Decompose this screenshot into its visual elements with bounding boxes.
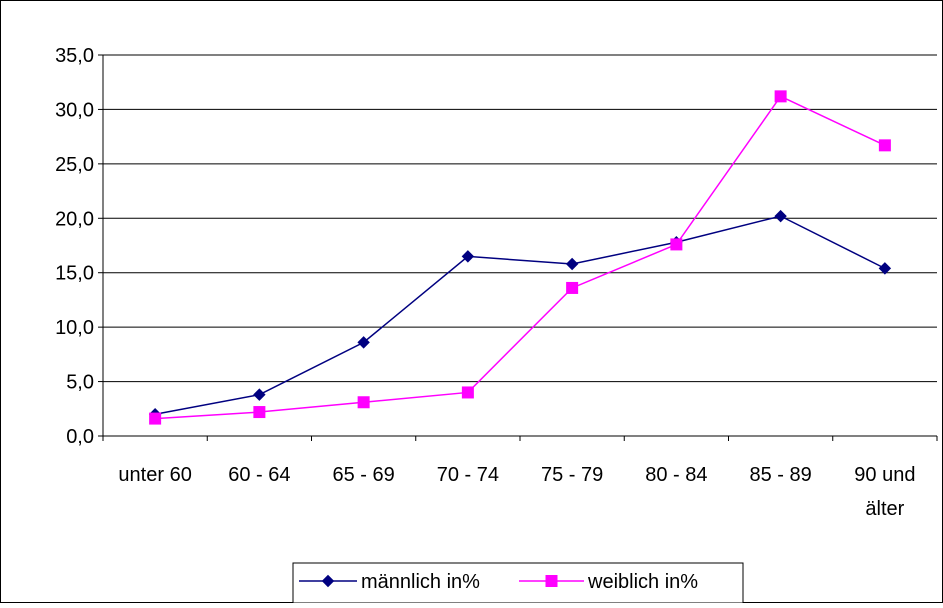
- y-axis-tick-labels: 0,0 5,0 10,0 15,0 20,0 25,0 30,0 35,0: [55, 45, 94, 448]
- data-point: [461, 250, 475, 263]
- series-line: [154, 215, 886, 415]
- legend-label: weiblich in%: [587, 571, 698, 593]
- y-axis-tick-label: 10,0: [55, 317, 94, 339]
- x-axis-tick-label: 80 - 84: [645, 464, 707, 486]
- x-axis-tick-label: 65 - 69: [332, 464, 394, 486]
- y-axis-tick-label: 15,0: [55, 263, 94, 285]
- data-point: [566, 281, 579, 294]
- y-axis-tick-label: 35,0: [55, 45, 94, 67]
- legend-box: [292, 562, 744, 604]
- data-point: [670, 238, 683, 251]
- legend-marker: [545, 575, 558, 587]
- y-axis-tick-label: 30,0: [55, 99, 94, 121]
- y-axis-tick-label: 25,0: [55, 154, 94, 176]
- legend-entry: männlich in%: [299, 571, 480, 593]
- data-point: [149, 412, 162, 425]
- data-point: [357, 336, 370, 349]
- y-axis-tick-label: 5,0: [66, 372, 94, 394]
- data-point: [565, 257, 579, 271]
- data-point: [878, 262, 892, 275]
- data-point: [253, 406, 266, 419]
- legend: männlich in% weiblich in%: [292, 562, 744, 604]
- data-point: [878, 139, 891, 152]
- series-line: [155, 95, 886, 420]
- x-axis-tick-label: unter 60: [118, 464, 191, 486]
- x-axis-tick-label: 75 - 79: [541, 464, 603, 486]
- y-axis-tick-label: 0,0: [66, 426, 94, 448]
- data-point: [461, 386, 474, 399]
- legend-marker: [321, 574, 335, 588]
- legend-label: männlich in%: [361, 571, 480, 593]
- data-series: [148, 90, 892, 425]
- axes: [98, 54, 938, 441]
- data-point: [774, 90, 787, 103]
- gridlines: [103, 54, 937, 383]
- legend-entry: weiblich in%: [519, 571, 698, 593]
- data-point: [774, 209, 787, 223]
- x-axis-tick-label: 60 - 64: [228, 464, 290, 486]
- data-point: [253, 388, 266, 401]
- x-axis-tick-label: 70 - 74: [437, 464, 499, 486]
- data-point: [357, 396, 370, 409]
- y-axis-tick-label: 20,0: [55, 208, 94, 230]
- x-axis-tick-labels: unter 60 60 - 64 65 - 69 70 - 74 75 - 79 80 -…: [118, 464, 915, 520]
- x-axis-tick-label: 85 - 89: [749, 464, 811, 486]
- x-axis-tick-label: 90 und älter: [854, 464, 915, 520]
